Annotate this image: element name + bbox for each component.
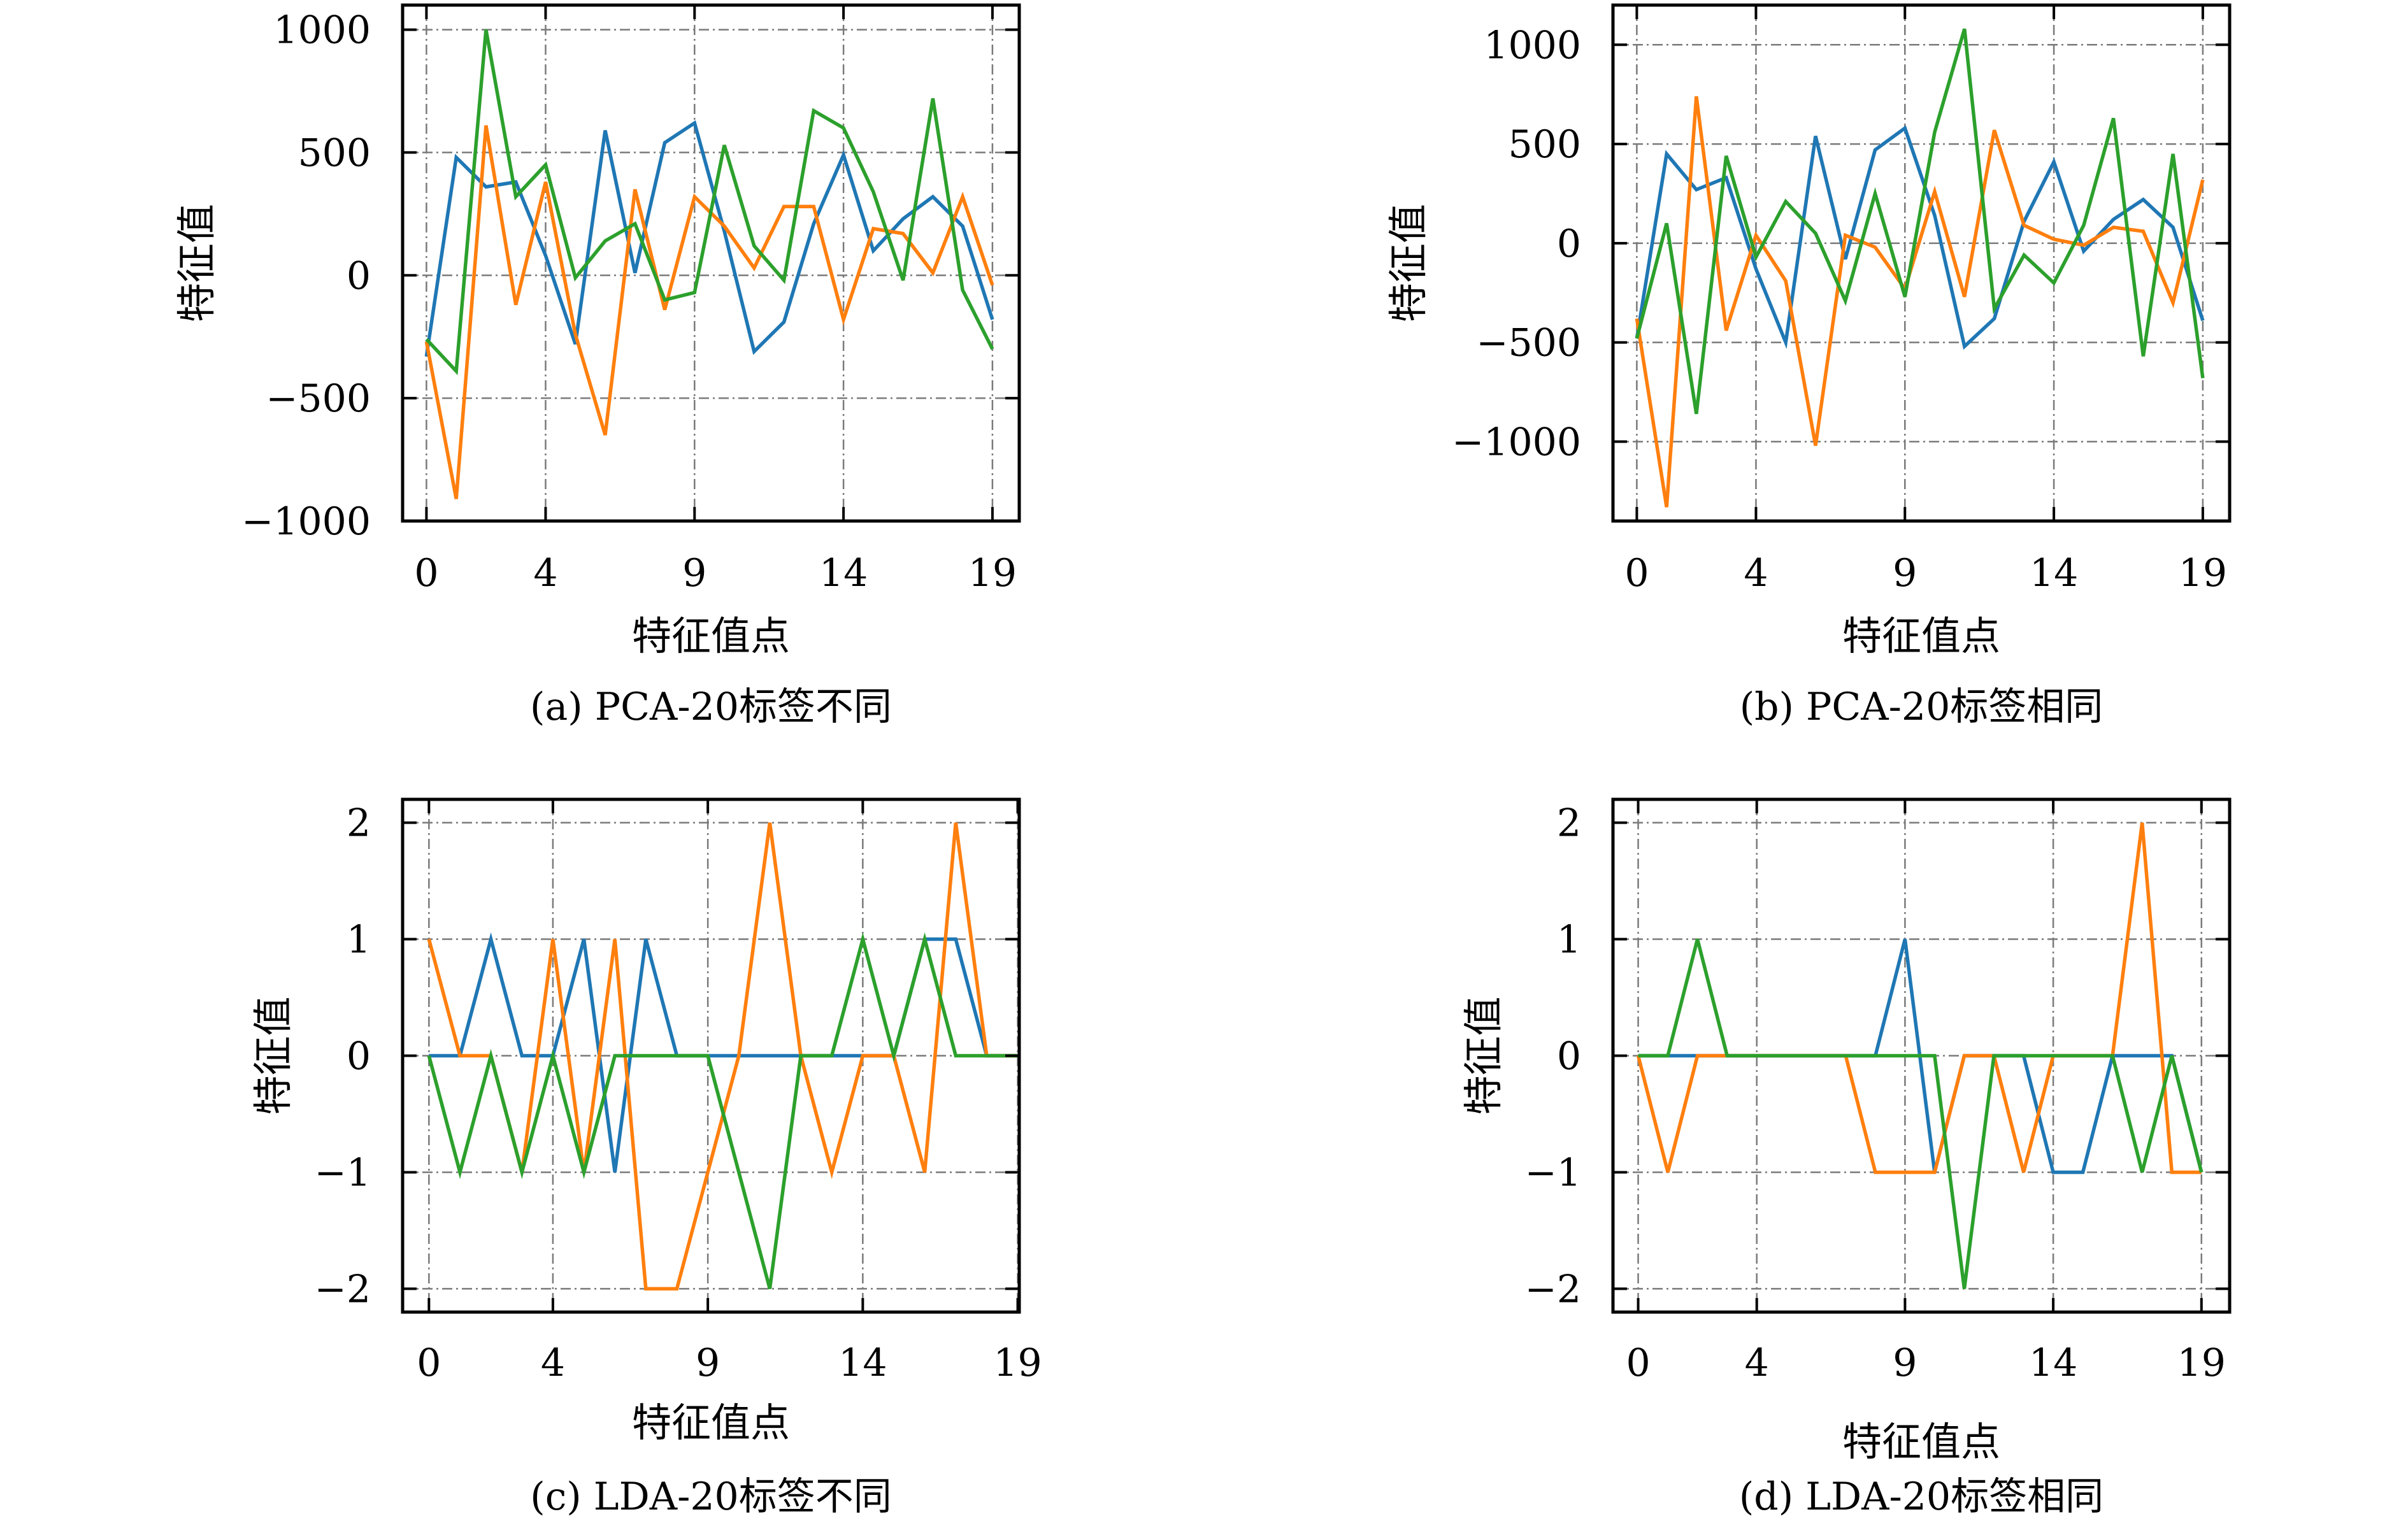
plot-frame — [401, 3, 1021, 523]
y-tick-label: −500 — [1476, 321, 1581, 366]
x-tick-label: 4 — [533, 551, 557, 596]
series-line-3 — [1635, 28, 2205, 415]
y-tick-label: −1000 — [1452, 420, 1581, 464]
plot-area — [1613, 5, 2230, 521]
y-tick-label: 0 — [1557, 222, 1581, 266]
y-tick-label: 500 — [1508, 122, 1581, 167]
y-axis-title: 特征值 — [1385, 204, 1431, 322]
panel-caption: (a) PCA-20标签不同 — [530, 685, 892, 729]
y-axis-title: 特征值 — [173, 204, 220, 322]
x-tick-label: 19 — [968, 551, 1017, 596]
x-tick-label: 14 — [838, 1341, 887, 1385]
y-tick-label: −1000 — [241, 499, 371, 544]
y-tick-label: 2 — [1557, 801, 1581, 846]
panel-caption: (c) LDA-20标签不同 — [530, 1475, 891, 1519]
y-tick-label: 1 — [347, 918, 371, 962]
x-tick-label: 14 — [2030, 551, 2078, 596]
x-tick-label: 4 — [541, 1341, 565, 1385]
x-axis-title: 特征值点 — [1842, 613, 2000, 659]
plot-area — [403, 5, 1019, 521]
x-tick-label: 0 — [1626, 1341, 1650, 1385]
series-line-1 — [424, 120, 994, 357]
y-tick-label: 1000 — [273, 8, 371, 53]
y-axis-title: 特征值 — [250, 996, 296, 1115]
panel-caption: (d) LDA-20标签相同 — [1739, 1475, 2103, 1519]
y-tick-label: 1000 — [1484, 23, 1581, 68]
x-tick-label: 19 — [2179, 551, 2227, 596]
y-tick-label: −2 — [1525, 1267, 1581, 1311]
y-tick-label: −1 — [1525, 1150, 1581, 1195]
panel-d: 0 4 9 14 19 −2 −1 0 1 2 特征值点 特征值 (d) LDA-20标签相同 — [1460, 797, 2232, 1519]
x-tick-label: 19 — [2177, 1341, 2226, 1385]
y-tick-label: 0 — [347, 1034, 371, 1079]
x-tick-label: 0 — [1624, 551, 1649, 596]
panel-c: 0 4 9 14 19 −2 −1 0 1 2 特征值点 特征值 (c) LDA-20标签不同 — [250, 797, 1042, 1519]
x-axis-title: 特征值点 — [1842, 1418, 2000, 1465]
x-tick-label: 0 — [417, 1341, 441, 1385]
plot-frame — [1611, 3, 2232, 523]
x-tick-label: 0 — [414, 551, 438, 596]
panel-caption: (b) PCA-20标签相同 — [1740, 685, 2103, 729]
y-tick-label: 500 — [297, 131, 371, 175]
y-tick-label: 2 — [347, 801, 371, 846]
x-tick-label: 9 — [696, 1341, 720, 1385]
series-line-3 — [427, 932, 1018, 1290]
x-tick-label: 14 — [2029, 1341, 2077, 1385]
x-tick-label: 4 — [1745, 1341, 1769, 1385]
y-tick-label: −2 — [315, 1267, 371, 1311]
y-tick-label: 0 — [347, 254, 371, 298]
y-axis-title: 特征值 — [1460, 996, 1507, 1115]
x-tick-label: 19 — [993, 1341, 1042, 1385]
x-axis-title: 特征值点 — [632, 1399, 790, 1446]
panel-a: 0 4 9 14 19 −1000 −500 0 500 1000 特征值点 特征值 (a) PCA-2… — [173, 3, 1021, 729]
x-tick-label: 9 — [1893, 551, 1917, 596]
series-line-1 — [1635, 125, 2205, 350]
x-tick-label: 4 — [1744, 551, 1768, 596]
series-line-2 — [1635, 96, 2205, 508]
x-tick-label: 14 — [819, 551, 868, 596]
series-line-3 — [425, 29, 994, 376]
y-tick-label: −500 — [266, 376, 371, 421]
x-tick-label: 9 — [1893, 1341, 1917, 1385]
y-tick-label: 1 — [1557, 918, 1581, 962]
series-line-3 — [1638, 938, 2204, 1289]
x-tick-label: 9 — [682, 551, 706, 596]
y-tick-label: 0 — [1557, 1034, 1581, 1079]
y-tick-label: −1 — [315, 1150, 371, 1195]
panel-b: 0 4 9 14 19 −1000 −500 0 500 1000 特征值点 特征值 (b) PCA-2… — [1385, 3, 2232, 729]
x-axis-title: 特征值点 — [632, 613, 790, 659]
